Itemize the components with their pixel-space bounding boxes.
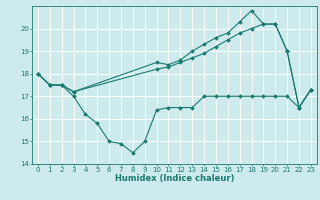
X-axis label: Humidex (Indice chaleur): Humidex (Indice chaleur) <box>115 174 234 183</box>
